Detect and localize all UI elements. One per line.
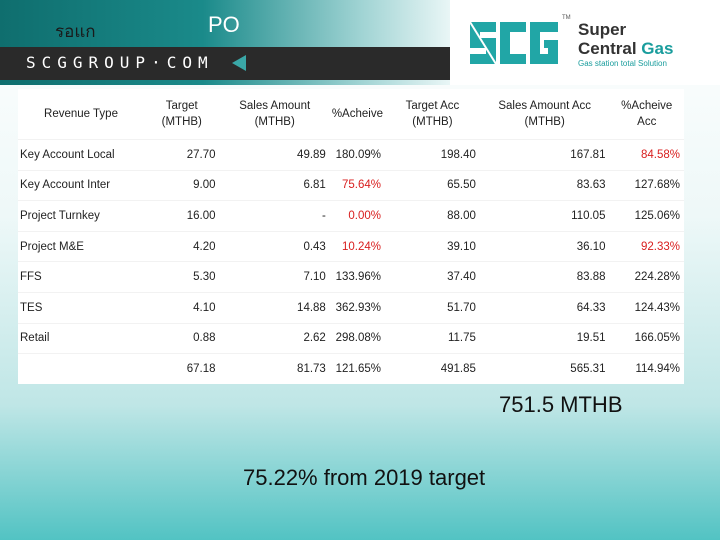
table-body: Key Account Local 27.70 49.89 180.09% 198.40… (18, 139, 684, 384)
logo-line2: Central Gas (578, 39, 673, 59)
scg-group-text: SCGGROUP·COM (26, 53, 214, 72)
triangle-arrow-icon (232, 55, 246, 71)
row-label: Key Account Inter (18, 169, 144, 201)
cell-target: 9.00 (144, 169, 220, 201)
cell-sales-acc: 19.51 (479, 322, 610, 354)
column-header: %Acheive Acc (621, 100, 673, 128)
cell-sales-acc: 83.88 (479, 261, 610, 293)
table-row: Key Account Local 27.70 49.89 180.09% 198.40… (18, 139, 684, 171)
column-header: Sales Amount Acc (MTHB) (498, 100, 592, 128)
row-label: Retail (18, 322, 144, 354)
cell-target-acc: 39.10 (384, 230, 480, 262)
cell-ach: 121.65% (329, 353, 385, 384)
row-label: TES (18, 291, 144, 324)
cell-ach-acc: 114.94% (609, 353, 684, 384)
column-header: %Acheive (331, 108, 383, 120)
cell-sales-acc: 110.05 (479, 200, 610, 232)
page-title: PO (208, 12, 240, 37)
cell-ach: 75.64% (329, 169, 385, 201)
cell-target-acc: 88.00 (384, 200, 480, 232)
cell-ach-acc: 92.33% (609, 230, 684, 262)
table-row: Project M&E 4.20 0.43 10.24% 39.10 36.10 92.33… (18, 230, 684, 262)
cell-ach-acc: 125.06% (609, 200, 684, 232)
cell-target-acc: 11.75 (384, 322, 480, 354)
column-header: Revenue Type (44, 108, 118, 120)
table-row: FFS 5.30 7.10 133.96% 37.40 83.88 224.28% (18, 261, 684, 293)
cell-ach: 10.24% (329, 230, 385, 262)
scg-logo-mark-icon (469, 21, 558, 65)
header-thai-text: รอแก (55, 22, 96, 41)
cell-sales: 7.10 (219, 261, 330, 293)
row-label: Project Turnkey (18, 200, 144, 232)
cell-target: 16.00 (144, 200, 220, 232)
cell-ach-acc: 124.43% (609, 291, 684, 324)
column-header: Target (MTHB) (161, 100, 202, 128)
cell-ach-acc: 127.68% (609, 169, 684, 201)
cell-ach-acc: 84.58% (609, 139, 684, 171)
target-percent-summary: 75.22% from 2019 target (243, 465, 486, 490)
cell-target-acc: 37.40 (384, 261, 480, 293)
cell-ach: 0.00% (329, 200, 385, 232)
logo-line1: Super (578, 20, 627, 39)
row-label: FFS (18, 261, 144, 293)
cell-sales: 2.62 (219, 322, 330, 354)
cell-sales: 81.73 (219, 353, 330, 384)
cell-ach: 298.08% (329, 322, 385, 354)
table-header-row: Revenue Type Target (MTHB) Sales Amount … (18, 89, 684, 140)
cell-sales: 49.89 (219, 139, 330, 171)
table-row: Project Turnkey 16.00-0.00% 88.00 110.05 125… (18, 200, 684, 232)
cell-sales-acc: 64.33 (479, 291, 610, 324)
cell-target-acc: 65.50 (384, 169, 480, 201)
scg-group-strip: SCGGROUP·COM (0, 47, 450, 80)
table-row: Retail 0.88 2.62 298.08% 11.75 19.51 166.05% (18, 322, 684, 354)
cell-sales-acc: 83.63 (479, 169, 610, 201)
row-label (18, 353, 144, 384)
table-row: Key Account Inter 9.00 6.81 75.64% 65.50 83.6… (18, 169, 684, 201)
logo-line2-b: Gas (641, 39, 674, 58)
cell-sales-acc: 36.10 (479, 230, 610, 262)
cell-target: 67.18 (144, 353, 220, 384)
row-label: Key Account Local (18, 139, 144, 171)
cell-target: 0.88 (144, 322, 220, 354)
cell-target: 27.70 (144, 139, 220, 171)
total-sales-summary: 751.5 MTHB (499, 392, 623, 417)
logo-line2-a: Central (578, 39, 642, 58)
logo-tagline: Gas station total Solution (578, 59, 667, 68)
cell-ach-acc: 166.05% (609, 322, 684, 354)
column-header: Target Acc (MTHB) (405, 100, 460, 128)
cell-sales: - (219, 200, 330, 232)
cell-target-acc: 198.40 (384, 139, 480, 171)
cell-target: 4.20 (144, 230, 220, 262)
cell-target-acc: 491.85 (384, 353, 480, 384)
cell-sales-acc: 167.81 (479, 139, 610, 171)
company-logo: TM Super Central Gas Gas station total S… (450, 0, 720, 85)
cell-sales-acc: 565.31 (479, 353, 610, 384)
table-row: TES 4.10 14.88 362.93% 51.70 64.33 124.43% (18, 291, 684, 324)
cell-sales: 6.81 (219, 169, 330, 201)
cell-sales: 14.88 (219, 291, 330, 324)
revenue-table: Revenue Type Target (MTHB) Sales Amount … (18, 89, 684, 384)
cell-ach-acc: 224.28% (609, 261, 684, 293)
trademark: TM (562, 15, 571, 21)
cell-target: 5.30 (144, 261, 220, 293)
cell-target-acc: 51.70 (384, 291, 480, 324)
cell-target: 4.10 (144, 291, 220, 324)
table-row: 67.18 81.73 121.65% 491.85 565.31 114.94% (18, 353, 684, 384)
cell-ach: 180.09% (329, 139, 385, 171)
cell-ach: 362.93% (329, 291, 385, 324)
cell-ach: 133.96% (329, 261, 385, 293)
cell-sales: 0.43 (219, 230, 330, 262)
row-label: Project M&E (18, 230, 144, 262)
column-header: Sales Amount (MTHB) (239, 100, 311, 128)
